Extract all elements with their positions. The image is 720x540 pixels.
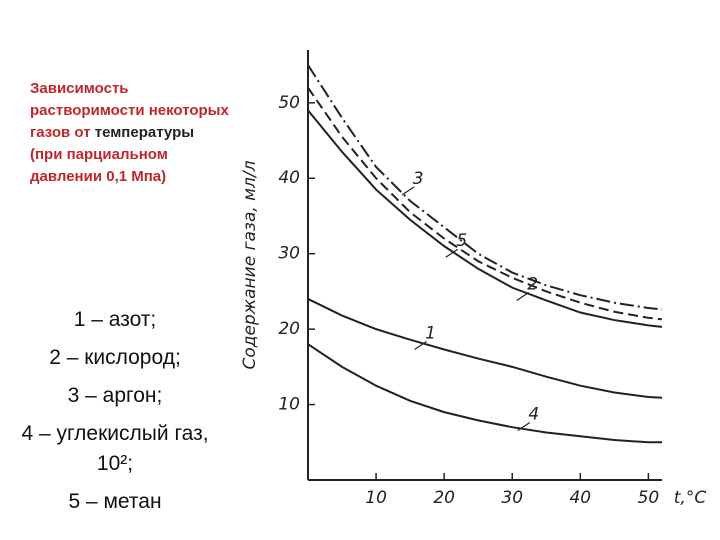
y-tick-label: 30 — [278, 244, 300, 264]
title-part: температуры — [94, 124, 195, 141]
y-tick-label: 10 — [278, 395, 300, 415]
series-label: 3 — [413, 169, 424, 189]
y-tick-label: 20 — [278, 319, 300, 339]
series-line — [307, 298, 663, 399]
label-leader — [516, 291, 529, 301]
x-axis-label: t,°C — [674, 488, 707, 508]
x-tick-label: 20 — [433, 488, 455, 508]
series-label: 2 — [527, 274, 538, 294]
legend-list: 1 – азот; 2 – кислород; 3 – аргон; 4 – угле… — [10, 305, 220, 525]
series-label: 1 — [425, 323, 436, 343]
series-line — [307, 64, 663, 311]
x-tick-label: 30 — [501, 488, 523, 508]
legend-item: 1 – азот; — [73, 308, 157, 331]
series-label: 5 — [456, 231, 467, 251]
label-leader — [414, 340, 427, 350]
series-line — [307, 343, 662, 444]
y-axis-label: Содержание газа, мл/л — [240, 160, 260, 369]
x-tick-label: 10 — [365, 488, 387, 508]
x-tick-label: 50 — [638, 488, 660, 508]
x-tick-label: 40 — [569, 488, 591, 508]
legend-item: 5 – метан — [68, 490, 162, 513]
y-tick-label: 40 — [278, 168, 300, 188]
label-leader — [517, 421, 531, 431]
y-tick-label: 50 — [278, 93, 300, 113]
series-label: 4 — [528, 404, 539, 424]
series-line — [307, 109, 663, 328]
title-part: (при парциальном давлении 0,1 Мпа) — [30, 146, 168, 185]
label-leader — [401, 186, 415, 196]
title-part: Зависимость растворимости некоторых газо… — [30, 80, 229, 141]
series-line — [307, 87, 663, 321]
legend-item: 4 – углекислый газ, 10²; — [21, 422, 209, 475]
label-leader — [445, 248, 459, 258]
legend-item: 3 – аргон; — [67, 384, 163, 407]
legend-item: 2 – кислород; — [49, 346, 181, 369]
slide-title: Зависимость растворимости некоторых газо… — [30, 78, 230, 188]
